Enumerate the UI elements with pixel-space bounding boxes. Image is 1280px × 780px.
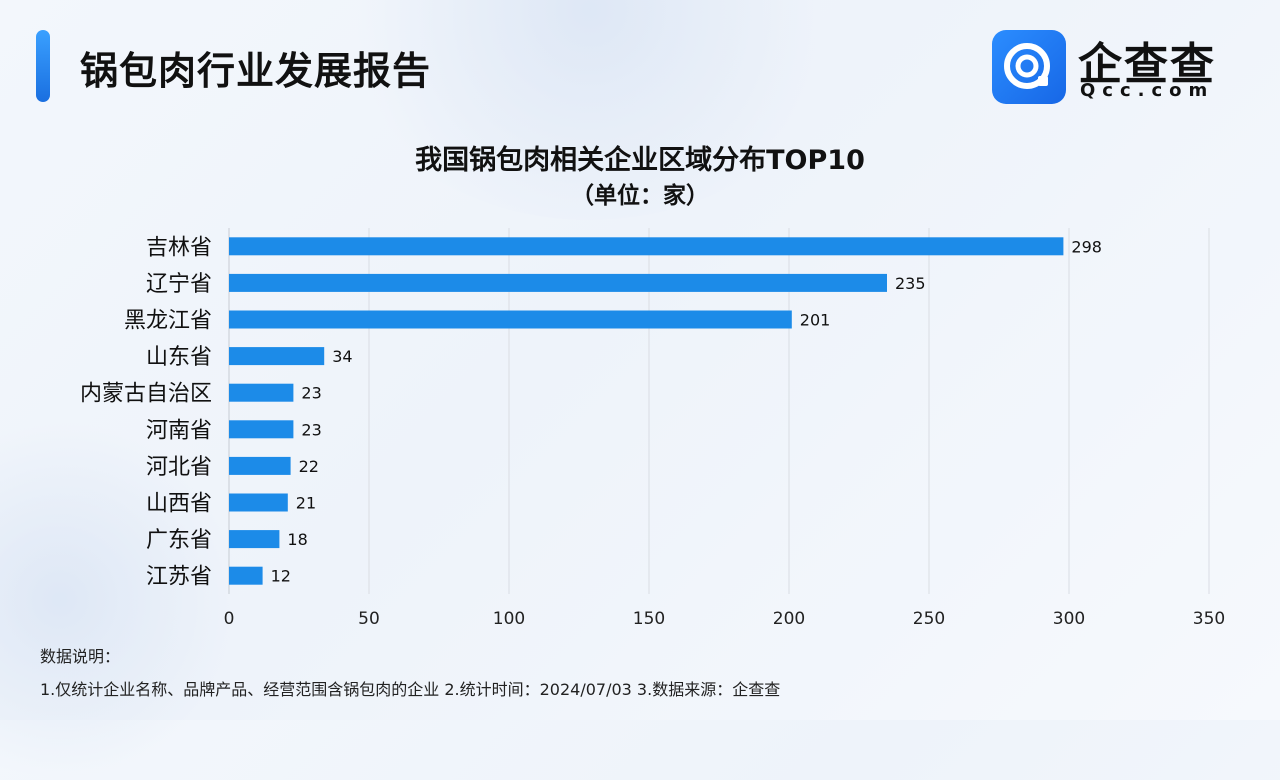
data-label: 34 [332,347,352,366]
bar [229,420,294,439]
chart-unit: （单位：家） [571,183,709,209]
page-title: 锅包肉行业发展报告 [80,49,432,93]
bar [229,383,294,402]
x-tick-label: 300 [1053,609,1085,629]
category-label: 黑龙江省 [124,309,212,334]
x-tick-label: 0 [224,609,235,629]
header-accent-bar [36,30,50,102]
data-label: 235 [895,274,926,293]
chart-title: 我国锅包肉相关企业区域分布TOP10 [415,145,865,176]
data-label: 21 [296,494,316,513]
bar [229,310,792,329]
notes-line: 1.仅统计企业名称、品牌产品、经营范围含锅包肉的企业 2.统计时间：2024/0… [40,680,781,699]
bar [229,530,280,549]
bar [229,456,291,475]
brand-domain: Qcc.com [1080,80,1215,101]
data-label: 12 [271,567,291,586]
x-tick-label: 150 [633,609,665,629]
data-label: 201 [800,311,831,330]
bar [229,347,325,366]
x-tick-label: 250 [913,609,945,629]
bar [229,493,288,512]
category-label: 广东省 [146,528,212,553]
category-label: 山西省 [146,492,212,517]
category-label: 河南省 [146,418,212,443]
category-label: 辽宁省 [146,272,212,297]
brand-name: 企查查 [1078,39,1216,90]
x-tick-label: 200 [773,609,805,629]
category-label: 江苏省 [146,565,212,590]
x-tick-label: 350 [1193,609,1225,629]
bar [229,273,887,292]
category-label: 内蒙古自治区 [80,382,212,407]
x-tick-label: 50 [358,609,380,629]
data-label: 23 [301,420,321,439]
category-label: 河北省 [146,455,212,480]
data-label: 18 [287,530,307,549]
category-label: 吉林省 [146,235,212,260]
notes-title: 数据说明： [40,647,121,666]
x-tick-label: 100 [493,609,525,629]
data-label: 22 [299,457,319,476]
data-label: 298 [1071,237,1102,256]
qcc-logo-icon [992,30,1066,104]
bar [229,237,1064,256]
bar [229,566,263,585]
bar-chart: 0 50 100 150 200 250 300 350 吉林省 298 辽宁省 235 黑龙江省 201… [80,228,1225,629]
category-label: 山东省 [146,345,212,370]
data-label: 23 [301,384,321,403]
